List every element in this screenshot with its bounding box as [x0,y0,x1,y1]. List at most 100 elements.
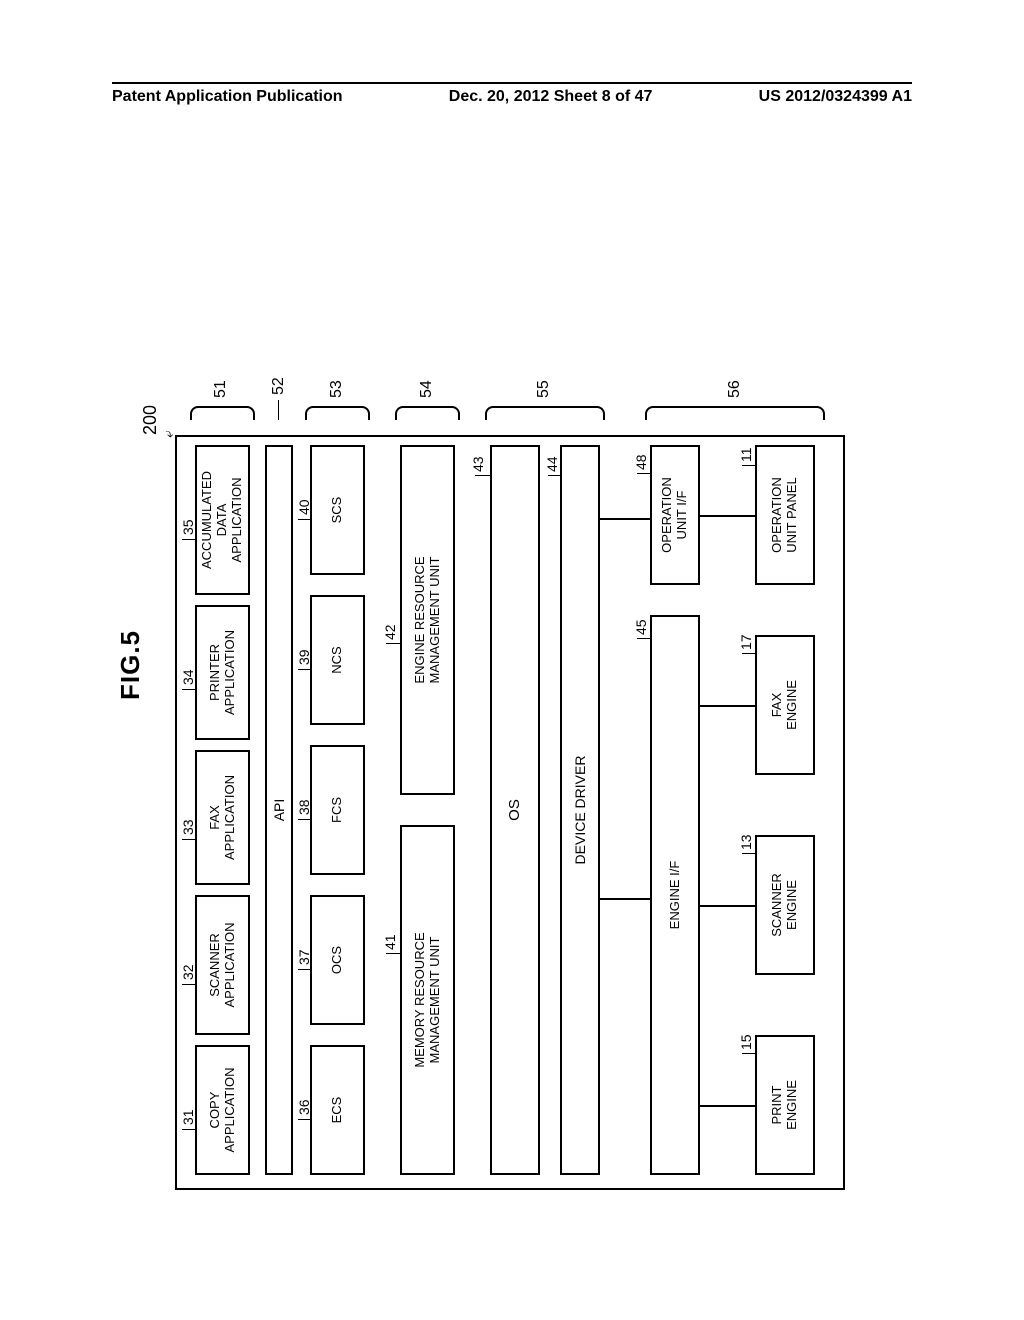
ecs-box: ECS [310,1045,365,1175]
copy-application-box: COPYAPPLICATION [195,1045,250,1175]
ncs-label: NCS [330,646,345,673]
leader-33 [182,839,195,840]
scanner-application-label: SCANNERAPPLICATION [208,923,238,1008]
brnum-56: 56 [726,380,744,398]
bracket-55 [485,406,605,420]
ref-31: 31 [180,1109,196,1125]
conn-oif-panel [700,515,755,517]
leader-11 [742,465,755,466]
figure-title: FIG.5 [115,630,146,700]
brnum-51: 51 [212,380,230,398]
fcs-box: FCS [310,745,365,875]
leader-44 [548,475,560,476]
ocs-label: OCS [330,946,345,974]
conn-dd-eif [600,898,650,900]
printer-application-box: PRINTERAPPLICATION [195,605,250,740]
ref-33: 33 [180,819,196,835]
ncs-box: NCS [310,595,365,725]
accumulated-data-application-label: ACCUMULATEDDATAAPPLICATION [200,471,245,569]
header-left: Patent Application Publication [112,88,343,106]
ref-35: 35 [180,519,196,535]
conn-eif-fax [700,705,755,707]
leader-37 [298,969,310,970]
figure-5-diagram: FIG.5 200 ⤶ COPYAPPLICATION 31 SCANNERAP… [150,140,850,1190]
leader-43 [475,475,490,476]
memory-resource-mgmt-label: MEMORY RESOURCEMANAGEMENT UNIT [413,932,443,1067]
leader-45 [637,638,650,639]
scanner-application-box: SCANNERAPPLICATION [195,895,250,1035]
scs-box: SCS [310,445,365,575]
copy-application-label: COPYAPPLICATION [208,1068,238,1153]
conn-dd-oif [600,518,650,520]
bracket-52 [278,400,279,420]
api-bar: API [265,445,293,1175]
leader-36 [298,1119,310,1120]
conn-eif-scan [700,905,755,907]
operation-unit-panel-box: OPERATIONUNIT PANEL [755,445,815,585]
fax-engine-label: FAXENGINE [770,680,800,730]
brnum-54: 54 [418,380,436,398]
conn-eif-print [700,1105,755,1107]
ref-44: 44 [544,456,560,472]
fcs-label: FCS [330,797,345,823]
bracket-53 [305,406,370,420]
diagram-rotated-container: FIG.5 200 ⤶ COPYAPPLICATION 31 SCANNERAP… [0,315,1024,1015]
leader-17 [742,653,755,654]
ref-42: 42 [382,624,398,640]
page-header: Patent Application Publication Dec. 20, … [112,82,912,106]
bracket-56 [645,406,825,420]
leader-38 [298,819,310,820]
leader-40 [298,519,310,520]
device-driver-box: DEVICE DRIVER [560,445,600,1175]
ref-40: 40 [296,499,312,515]
leader-39 [298,669,310,670]
leader-34 [182,689,195,690]
header-center: Dec. 20, 2012 Sheet 8 of 47 [449,88,653,106]
engine-if-label: ENGINE I/F [668,861,683,930]
os-box: OS [490,445,540,1175]
operation-unit-panel-label: OPERATIONUNIT PANEL [770,477,800,553]
ref-11: 11 [738,447,754,462]
leader-41 [386,953,400,954]
leader-13 [742,853,755,854]
memory-resource-mgmt-box: MEMORY RESOURCEMANAGEMENT UNIT [400,825,455,1175]
ref-45: 45 [633,619,649,635]
fax-application-box: FAXAPPLICATION [195,750,250,885]
ref-17: 17 [738,634,754,650]
ocs-box: OCS [310,895,365,1025]
page-root: Patent Application Publication Dec. 20, … [0,0,1024,1320]
ref-48: 48 [633,454,649,470]
operation-unit-if-box: OPERATIONUNIT I/F [650,445,700,585]
engine-resource-mgmt-box: ENGINE RESOURCEMANAGEMENT UNIT [400,445,455,795]
brnum-53: 53 [328,380,346,398]
leader-35 [182,539,195,540]
brnum-55: 55 [535,380,553,398]
os-label: OS [506,799,523,821]
scanner-engine-box: SCANNERENGINE [755,835,815,975]
api-label: API [271,799,287,822]
print-engine-box: PRINTENGINE [755,1035,815,1175]
ref-38: 38 [296,799,312,815]
leader-31 [182,1129,195,1130]
operation-unit-if-label: OPERATIONUNIT I/F [660,477,690,553]
leader-15 [742,1053,755,1054]
ref-15: 15 [738,1034,754,1050]
fax-engine-box: FAXENGINE [755,635,815,775]
print-engine-label: PRINTENGINE [770,1080,800,1130]
fax-application-label: FAXAPPLICATION [208,775,238,860]
scanner-engine-label: SCANNERENGINE [770,873,800,937]
ref-39: 39 [296,649,312,665]
ref-36: 36 [296,1099,312,1115]
ref-13: 13 [738,834,754,850]
bracket-51 [190,406,255,420]
header-right: US 2012/0324399 A1 [759,88,912,106]
printer-application-label: PRINTERAPPLICATION [208,630,238,715]
ref-41: 41 [382,934,398,950]
ref-37: 37 [296,949,312,965]
ref-34: 34 [180,669,196,685]
leader-32 [182,984,195,985]
engine-if-box: ENGINE I/F [650,615,700,1175]
ecs-label: ECS [330,1097,345,1124]
engine-resource-mgmt-label: ENGINE RESOURCEMANAGEMENT UNIT [413,556,443,683]
bracket-54 [395,406,460,420]
